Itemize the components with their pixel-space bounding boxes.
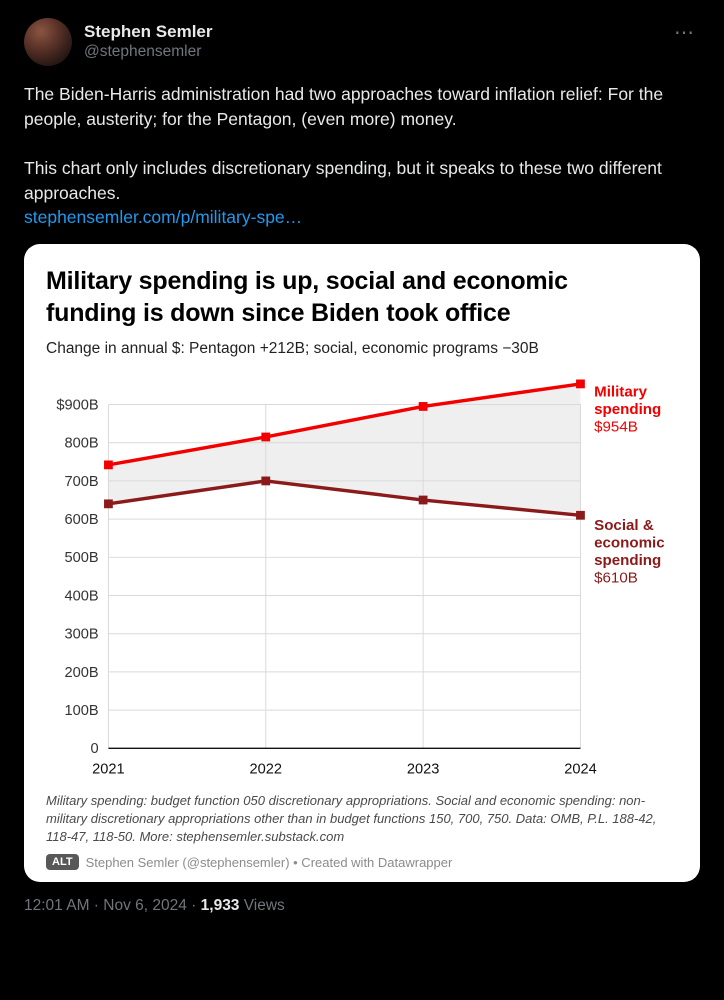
tweet-text-paragraph: This chart only includes discretionary s… xyxy=(24,157,662,203)
tweet-detail-page: Stephen Semler @stephensemler ⋯ The Bide… xyxy=(24,18,700,915)
svg-text:$954B: $954B xyxy=(594,419,638,436)
tweet-body: The Biden-Harris administration had two … xyxy=(24,82,700,230)
svg-text:2022: 2022 xyxy=(250,762,283,778)
avatar[interactable] xyxy=(24,18,72,66)
svg-text:400B: 400B xyxy=(65,589,99,605)
svg-text:economic: economic xyxy=(594,535,665,552)
views-count: 1,933 xyxy=(200,897,240,915)
tweet-header: Stephen Semler @stephensemler ⋯ xyxy=(24,18,700,66)
svg-text:spending: spending xyxy=(594,401,661,418)
chart-title: Military spending is up, social and econ… xyxy=(46,267,568,327)
author-handle[interactable]: @stephensemler xyxy=(84,43,202,61)
attribution-text: Stephen Semler (@stephensemler) • Create… xyxy=(85,854,453,870)
svg-text:Military: Military xyxy=(594,384,647,401)
svg-text:2024: 2024 xyxy=(564,762,597,778)
tweet-link[interactable]: stephensemler.com/p/military-spe… xyxy=(24,207,303,228)
timestamp: 12:01 AM · Nov 6, 2024 xyxy=(24,897,187,915)
svg-text:2021: 2021 xyxy=(92,762,125,778)
tweet-meta-row: 12:01 AM · Nov 6, 2024 · 1,933 Views xyxy=(24,897,285,915)
more-options-icon[interactable]: ⋯ xyxy=(674,22,696,44)
svg-text:$900B: $900B xyxy=(56,398,98,414)
views-label: Views xyxy=(239,897,285,915)
svg-text:2023: 2023 xyxy=(407,762,440,778)
svg-text:spending: spending xyxy=(594,552,661,569)
attribution-row: ALT Stephen Semler (@stephensemler) • Cr… xyxy=(46,854,678,871)
chart-card-image[interactable]: Military spending is up, social and econ… xyxy=(24,244,700,883)
svg-text:Social &: Social & xyxy=(594,517,654,534)
svg-text:800B: 800B xyxy=(65,436,99,452)
svg-text:200B: 200B xyxy=(65,665,99,681)
tweet-text-paragraph: The Biden-Harris administration had two … xyxy=(24,84,664,129)
alt-badge[interactable]: ALT xyxy=(46,854,79,871)
svg-text:100B: 100B xyxy=(65,703,99,719)
chart-footnote: Military spending: budget function 050 d… xyxy=(46,792,657,844)
svg-text:700B: 700B xyxy=(65,474,99,490)
svg-text:0: 0 xyxy=(91,741,99,757)
line-chart: 0 100B 200B 300B 400B 500B 600B 700B 800B $900B 20… xyxy=(56,379,665,778)
svg-text:300B: 300B xyxy=(65,627,99,643)
author-block: Stephen Semler @stephensemler xyxy=(84,18,670,62)
svg-text:$610B: $610B xyxy=(594,570,638,587)
svg-text:500B: 500B xyxy=(65,550,99,566)
author-name[interactable]: Stephen Semler xyxy=(84,22,213,41)
svg-text:600B: 600B xyxy=(65,512,99,528)
chart-subtitle: Change in annual $: Pentagon +212B; soci… xyxy=(46,340,539,358)
